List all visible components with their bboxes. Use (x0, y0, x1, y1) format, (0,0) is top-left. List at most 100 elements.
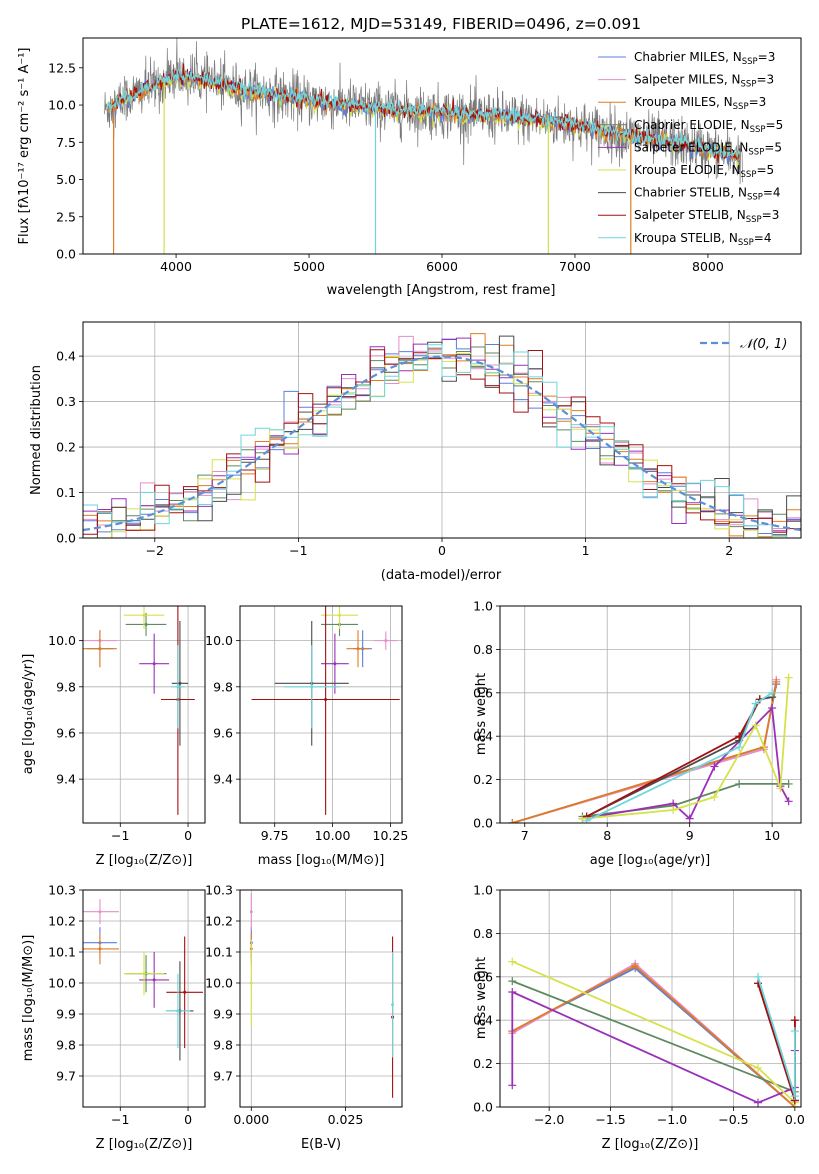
x-axis-label: E(B-V) (301, 1137, 341, 1152)
data-point (142, 613, 146, 617)
x-tick-label: 1 (582, 543, 590, 558)
weight-marker (784, 673, 793, 682)
x-tick-label: 7 (521, 828, 529, 843)
panel-mass_vs_ebv: 0.000 0.025 9.7 9.8 9.9 10.0 10.1 10.2 10.3 E(B-V… (205, 883, 403, 1152)
y-tick-label: 0.2 (473, 772, 493, 787)
y-tick-label: 10.0 (48, 976, 76, 991)
y-tick-label: 0.8 (473, 926, 493, 941)
weight-marker (735, 732, 744, 741)
weight-marker (754, 1063, 762, 1072)
x-tick-label: 10.00 (315, 828, 351, 843)
data-point (356, 647, 360, 651)
y-tick-label: 0.3 (56, 394, 76, 409)
weight-marker (754, 1098, 762, 1107)
x-tick-label: −2.0 (534, 1112, 564, 1127)
x-tick-label: −1 (111, 1112, 129, 1127)
data-point (249, 910, 253, 914)
legend-label: Salpeter MILES, NSSP=3 (634, 73, 774, 90)
weight-marker (754, 972, 762, 981)
y-tick-label: 9.8 (56, 679, 76, 694)
legend-label: Chabrier ELODIE, NSSP=5 (634, 118, 783, 135)
y-tick-label: 1.0 (473, 883, 493, 898)
x-tick-label: 5000 (293, 259, 325, 274)
y-axis-label: mass weight (474, 673, 489, 755)
x-tick-label: 9.75 (261, 828, 289, 843)
y-tick-label: 0.6 (473, 685, 493, 700)
weight-marker (776, 784, 785, 793)
weight-series-line (586, 692, 773, 822)
y-tick-label: 0.2 (473, 1056, 493, 1071)
axes-frame (499, 605, 802, 824)
y-tick-label: 10.3 (48, 883, 76, 898)
x-tick-label: 0 (184, 1112, 192, 1127)
weight-series-line (511, 967, 796, 1107)
axes-frame (239, 889, 403, 1108)
weight-marker (508, 987, 517, 996)
data-point (98, 947, 102, 951)
legend-spectrum: Chabrier MILES, NSSP=3 Salpeter MILES, NS… (598, 50, 783, 248)
y-tick-label: 0.6 (473, 969, 493, 984)
figure-title: PLATE=1612, MJD=53149, FIBERID=0496, z=0… (241, 15, 641, 33)
y-axis-label: mass weight (474, 957, 489, 1039)
plot-area-weight_vs_Z (508, 957, 799, 1107)
y-tick-label: 2.5 (56, 209, 76, 224)
weight-series-line (512, 679, 778, 823)
data-point (384, 639, 388, 643)
x-axis-label: Z [log₁₀(Z/Z⊙)] (602, 1137, 699, 1152)
y-tick-label: 9.6 (56, 725, 76, 740)
y-tick-label: 9.8 (213, 679, 233, 694)
weight-series-line (757, 983, 796, 1102)
data-point (152, 978, 156, 982)
weight-series-line (511, 980, 796, 1101)
x-tick-label: 8000 (692, 259, 724, 274)
x-tick-label: −0.5 (718, 1112, 748, 1127)
weight-marker (772, 677, 781, 686)
weight-marker (790, 1027, 799, 1036)
y-tick-label: 9.9 (213, 1007, 233, 1022)
x-tick-label: −1.0 (657, 1112, 687, 1127)
x-tick-label: 10.25 (373, 828, 409, 843)
axes-frame (82, 605, 206, 824)
panel-spectrum: 4000 5000 6000 7000 8000 0.0 2.5 5.0 7.5 10.0 12.5… (17, 37, 802, 298)
weight-marker (784, 797, 793, 806)
y-tick-label: 0.4 (473, 1013, 493, 1028)
x-axis-label: Z [log₁₀(Z/Z⊙)] (96, 1137, 193, 1152)
legend-label: Kroupa ELODIE, NSSP=5 (634, 163, 774, 180)
y-axis-label: Flux [fλ10⁻¹⁷ erg cm⁻² s⁻¹ A⁻¹] (17, 48, 32, 245)
x-tick-label: 0.025 (328, 1112, 364, 1127)
data-point (310, 685, 314, 689)
x-tick-label: 4000 (160, 259, 192, 274)
weight-marker (735, 743, 744, 752)
y-tick-label: 0.0 (56, 247, 76, 262)
data-point (142, 972, 146, 976)
plot-area-mass_vs_ebv (249, 893, 395, 1098)
y-axis-label: mass [log₁₀(M/M⊙)] (21, 935, 36, 1062)
weight-marker (578, 814, 587, 823)
y-tick-label: 10.2 (48, 914, 76, 929)
y-tick-label: 9.8 (213, 1038, 233, 1053)
data-point (249, 981, 253, 985)
weight-marker (508, 957, 517, 966)
weight-marker (784, 779, 793, 788)
legend-label: Kroupa STELIB, NSSP=4 (634, 231, 772, 248)
weight-series-line (582, 677, 790, 820)
plot-area-mass_vs_Z (83, 899, 203, 1061)
data-point (178, 681, 182, 685)
x-axis-label: mass [log₁₀(M/M⊙)] (258, 853, 385, 868)
y-tick-label: 7.5 (56, 135, 76, 150)
data-point (144, 622, 148, 626)
legend-label: Salpeter STELIB, NSSP=3 (634, 208, 779, 225)
panel-age_vs_Z: −1 0 9.4 9.6 9.8 10.0 Z [log₁₀(Z/Z⊙)] age [log₁… (21, 605, 206, 868)
legend-label: Chabrier STELIB, NSSP=4 (634, 186, 781, 203)
weight-marker (751, 699, 760, 708)
x-tick-label: 0.0 (785, 1112, 805, 1127)
panel-mass_vs_Z: −1 0 9.7 9.8 9.9 10.0 10.1 10.2 10.3 Z [log₁₀(Z/Z… (21, 883, 206, 1152)
y-tick-label: 10.0 (48, 633, 76, 648)
y-tick-label: 0.0 (56, 531, 76, 546)
weight-marker (508, 977, 517, 986)
y-tick-label: 9.7 (56, 1069, 76, 1084)
weight-marker (790, 1016, 799, 1025)
weight-marker (790, 1092, 799, 1101)
weight-marker (508, 819, 517, 823)
